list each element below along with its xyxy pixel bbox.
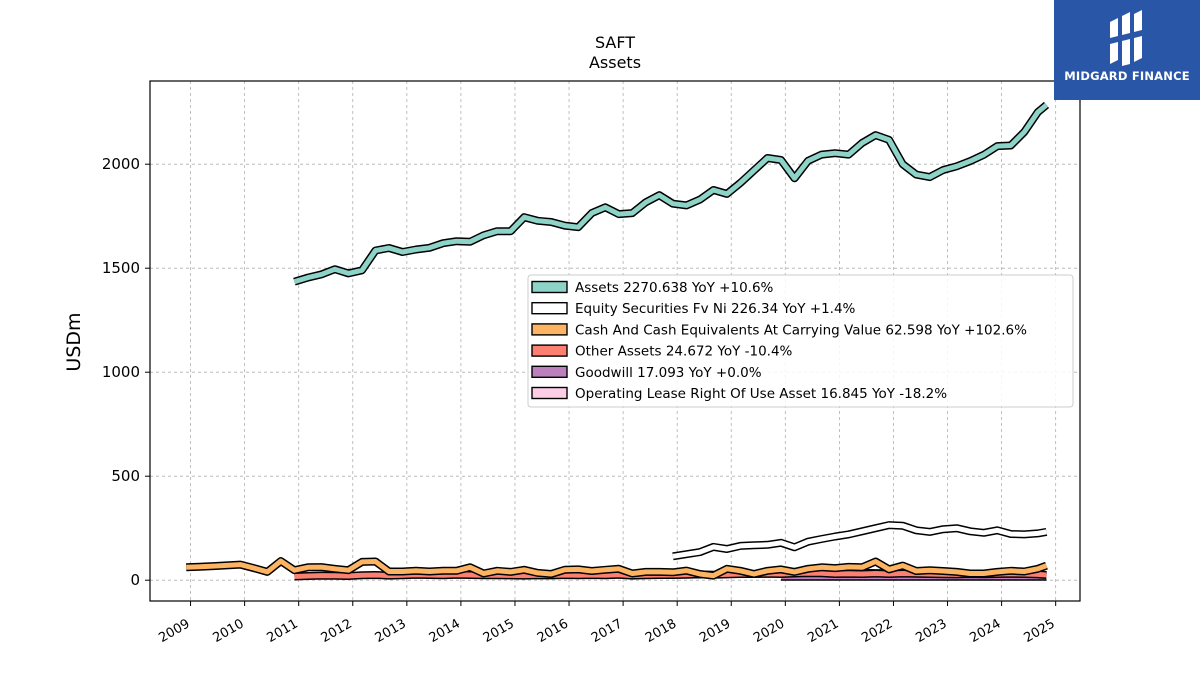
midgard-logo-icon <box>1110 10 1142 66</box>
x-tick-label: 2025 <box>1022 616 1058 646</box>
series-assets <box>293 101 1050 286</box>
legend-swatch <box>531 323 568 336</box>
x-tick-label: 2010 <box>210 616 246 646</box>
series-line <box>672 522 1047 559</box>
legend-label: Operating Lease Right Of Use Asset 16.84… <box>575 386 947 402</box>
x-tick-label: 2012 <box>319 616 355 646</box>
plot-frame <box>149 80 1081 602</box>
y-tick-label: 1500 <box>102 259 140 277</box>
chart-title: SAFT <box>595 33 635 52</box>
series-cash-and-cash-equivalents-at-carrying-value <box>186 557 1048 580</box>
x-tick-label: 2020 <box>751 616 787 646</box>
x-tick-label: 2011 <box>265 616 301 646</box>
y-tick-label: 2000 <box>102 155 140 173</box>
legend-swatch <box>531 344 568 357</box>
series-equity-securities-fv-ni <box>672 521 1048 561</box>
logo-text: MIDGARD FINANCE <box>1064 69 1190 83</box>
x-tick-label: 2015 <box>481 616 517 646</box>
legend-swatch <box>531 386 568 400</box>
x-tick-label: 2014 <box>427 616 463 646</box>
legend-box <box>527 274 1074 408</box>
x-tick-label: 2019 <box>697 616 733 646</box>
x-tick-label: 2013 <box>373 616 409 646</box>
legend-swatch <box>531 365 568 378</box>
y-tick-label: 1000 <box>102 363 140 381</box>
series-line <box>186 558 1048 579</box>
legend-swatch <box>531 302 568 315</box>
legend: Assets 2270.638 YoY +10.6% Equity Securit… <box>527 274 1074 408</box>
x-tick-label: 2023 <box>913 616 949 646</box>
x-tick-label: 2009 <box>156 616 192 646</box>
midgard-logo: MIDGARD FINANCE <box>1054 0 1200 100</box>
x-tick-label: 2016 <box>535 616 571 646</box>
legend-swatch <box>531 280 568 294</box>
legend-label: Cash And Cash Equivalents At Carrying Va… <box>575 322 1027 338</box>
legend-label: Goodwill 17.093 YoY +0.0% <box>575 365 762 381</box>
x-tick-label: 2018 <box>643 616 679 646</box>
x-tick-label: 2021 <box>805 616 841 646</box>
legend-label: Equity Securities Fv Ni 226.34 YoY +1.4% <box>575 301 856 317</box>
y-axis-label: USDm <box>63 312 85 371</box>
y-tick-label: 500 <box>111 467 140 485</box>
legend-label: Other Assets 24.672 YoY -10.4% <box>575 344 793 360</box>
y-tick-label: 0 <box>130 571 140 589</box>
chart-subtitle: Assets <box>589 53 641 72</box>
x-tick-label: 2022 <box>859 616 895 646</box>
series-lines <box>186 101 1050 581</box>
series-line <box>293 102 1049 285</box>
x-tick-label: 2024 <box>967 616 1003 646</box>
legend-label: Assets 2270.638 YoY +10.6% <box>575 280 774 296</box>
x-tick-label: 2017 <box>589 616 625 646</box>
